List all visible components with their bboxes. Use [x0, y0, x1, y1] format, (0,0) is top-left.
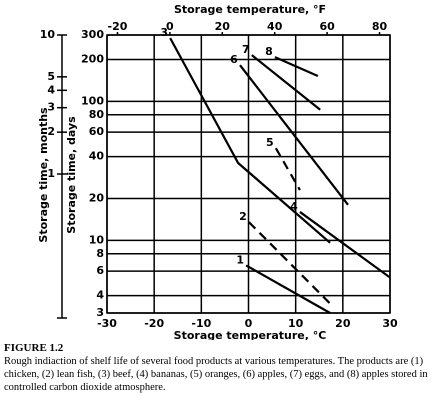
x2-axis-title: Storage temperature, °F [174, 3, 326, 16]
y-tick-label: 60 [89, 125, 105, 138]
x-tick-label: 10 [288, 317, 304, 330]
chart: Storage temperature, °F Storage temperat… [37, 3, 398, 340]
y2-tick-label: 5 [47, 70, 55, 83]
series-label: 3 [160, 26, 168, 39]
series-line [239, 64, 349, 206]
y2-axis-title: Storage time, months [37, 107, 50, 243]
y-tick-label: 100 [81, 94, 104, 107]
x-tick-label: 30 [382, 317, 398, 330]
x2-tick-label: 20 [215, 20, 231, 33]
series-line [248, 221, 333, 307]
y-tick-label: 6 [96, 264, 104, 277]
y2-tick-label: 2 [47, 125, 55, 138]
series-line [299, 211, 391, 279]
series-label: 5 [266, 136, 274, 149]
x2-tick-label: -20 [108, 20, 128, 33]
x-axis-title: Storage temperature, °C [174, 329, 327, 340]
x-tick-label: 20 [335, 317, 351, 330]
x-tick-label: 0 [245, 317, 253, 330]
series-line [251, 54, 321, 111]
series-label: 1 [236, 253, 244, 266]
x2-tick-label: 60 [319, 20, 335, 33]
x-tick-label: -30 [97, 317, 117, 330]
y2-tick-label: 3 [47, 101, 55, 114]
series-line [274, 147, 301, 191]
series-line [245, 264, 331, 314]
figure-label: FIGURE 1.2 [4, 342, 64, 354]
x2-tick-label: 80 [372, 20, 388, 33]
x2-tick-label: 0 [166, 20, 174, 33]
caption: FIGURE 1.2 Rough indiaction of shelf lif… [4, 342, 441, 394]
series-line [169, 37, 331, 244]
y-tick-label: 300 [81, 28, 104, 41]
y-tick-label: 8 [96, 247, 104, 260]
y-tick-label: 4 [96, 289, 104, 302]
series-label: 2 [239, 210, 247, 223]
y-axis-title: Storage time, days [65, 116, 78, 234]
x-tick-label: -10 [191, 317, 211, 330]
y-tick-label: 80 [89, 108, 105, 121]
y-tick-label: 20 [89, 191, 105, 204]
x-tick-label: -20 [144, 317, 164, 330]
series-label: 4 [290, 200, 298, 213]
y2-tick-label: 4 [47, 83, 55, 96]
series-label: 6 [230, 53, 238, 66]
x2-tick-label: 40 [267, 20, 283, 33]
y2-tick-label: 1 [47, 167, 55, 180]
y-tick-label: 40 [89, 150, 105, 163]
y-tick-label: 10 [89, 233, 105, 246]
series-label: 8 [265, 45, 273, 58]
y-tick-label: 200 [81, 52, 104, 65]
series-line [274, 56, 319, 78]
y-tick-label: 3 [96, 306, 104, 319]
caption-text: Rough indiaction of shelf life of severa… [4, 356, 428, 393]
series-label: 7 [242, 43, 250, 56]
y2-tick-label: 10 [40, 28, 56, 41]
